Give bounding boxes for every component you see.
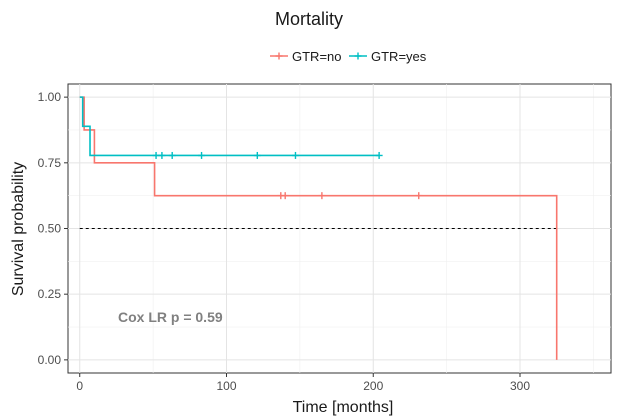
x-tick-label: 200	[363, 379, 383, 393]
y-tick-label: 0.25	[38, 287, 62, 301]
legend: GTR=no GTR=yes	[270, 49, 427, 64]
cox-annotation: Cox LR p = 0.59	[118, 309, 223, 325]
x-tick-label: 0	[76, 379, 83, 393]
y-axis-label: Survival probability	[10, 162, 27, 296]
y-tick-label: 1.00	[38, 90, 62, 104]
axes: 0 100 200 300 0.00 0.25 0.50 0.75 1.00	[38, 90, 531, 393]
x-axis-label: Time [months]	[293, 399, 394, 416]
legend-label: GTR=yes	[371, 49, 427, 64]
y-tick-label: 0.00	[38, 353, 62, 367]
x-tick-label: 100	[216, 379, 236, 393]
legend-label: GTR=no	[292, 49, 342, 64]
survival-curve-gtr-no	[79, 96, 558, 360]
chart-title: Mortality	[274, 9, 343, 29]
y-tick-label: 0.75	[38, 156, 62, 170]
survival-curves	[79, 96, 558, 360]
y-tick-label: 0.50	[38, 222, 62, 236]
survival-curve-gtr-yes	[79, 96, 380, 157]
x-tick-label: 300	[510, 379, 530, 393]
